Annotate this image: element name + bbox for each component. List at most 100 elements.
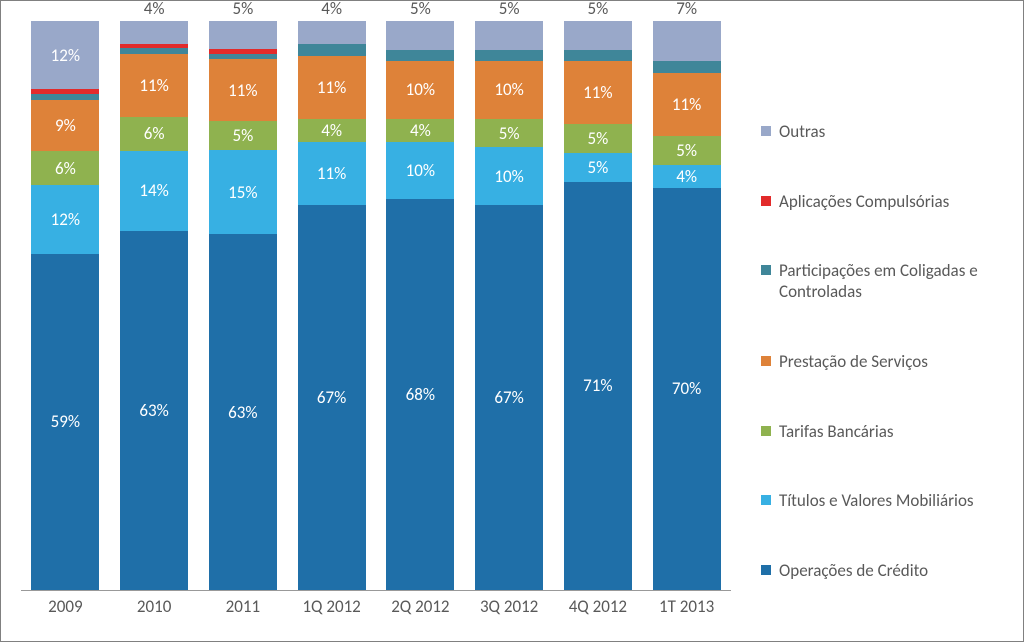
bar-segment-outras: 12% <box>31 21 99 89</box>
x-axis-label: 2010 <box>120 596 188 621</box>
bar-segment-operacoes_credito: 59% <box>31 254 99 590</box>
bar-segment-label: 9% <box>55 115 76 136</box>
legend-label: Tarifas Bancárias <box>779 421 894 442</box>
bar-segment-prestacao_servicos: 11% <box>653 73 721 136</box>
x-axis-label: 3Q 2012 <box>475 596 543 621</box>
bar-segment-label: 11% <box>583 82 612 103</box>
bar-segment-label: 68% <box>406 384 435 405</box>
bar-segment-label: 11% <box>139 75 168 96</box>
bar-segment-label: 5% <box>499 123 520 144</box>
bar-segment-label: 5% <box>676 140 697 161</box>
plot-area: 59%12%6%9%0%12%63%14%6%11%0%4%63%15%5%11… <box>21 21 731 591</box>
bar-segment-label: 7% <box>676 0 697 19</box>
bar-segment-outras: 5% <box>209 21 277 49</box>
bar-segment-tarifas_bancarias: 5% <box>209 121 277 149</box>
stacked-columns: 59%12%6%9%0%12%63%14%6%11%0%4%63%15%5%11… <box>21 21 731 590</box>
legend-swatch <box>761 356 771 366</box>
bar-column: 68% 10% 4% 10% 2%5% <box>386 21 454 590</box>
bar-segment-outras: 7% <box>653 21 721 61</box>
bar-segment-label: 70% <box>672 378 701 399</box>
legend-swatch <box>761 196 771 206</box>
bar-segment-prestacao_servicos: 10% <box>386 61 454 118</box>
legend-item-operacoes_credito: Operações de Crédito <box>761 560 1003 581</box>
bar-segment-aplicacoes_comp: 0% <box>209 49 277 54</box>
bar-segment-label: 10% <box>406 160 435 181</box>
bar-segment-label: 67% <box>317 387 346 408</box>
bar-segment-outras: 5% <box>564 21 632 50</box>
bar-segment-outras: 5% <box>475 21 543 50</box>
bar-segment-operacoes_credito: 68% <box>386 199 454 590</box>
bar-segment-participacoes <box>120 48 188 54</box>
bar-segment-participacoes: 2% <box>653 61 721 72</box>
bar-segment-label: 12% <box>51 209 80 230</box>
bar-segment-prestacao_servicos: 11% <box>209 59 277 121</box>
legend-item-titulos_valores: Títulos e Valores Mobiliários <box>761 490 1003 511</box>
bar-segment-titulos_valores: 15% <box>209 150 277 235</box>
bar-segment-label: 4% <box>321 0 342 19</box>
bar-segment-label: 59% <box>51 411 80 432</box>
bar-segment-outras: 5% <box>386 21 454 50</box>
bar-segment-aplicacoes_comp: 0% <box>120 44 188 49</box>
bar-segment-label: 5% <box>587 157 608 178</box>
legend-swatch <box>761 426 771 436</box>
bar-segment-label: 4% <box>321 120 342 141</box>
x-axis-label: 1T 2013 <box>653 596 721 621</box>
bar-segment-titulos_valores: 11% <box>298 142 366 205</box>
legend-item-participacoes: Participações em Coligadas e Controladas <box>761 260 1003 303</box>
bar-segment-prestacao_servicos: 10% <box>475 61 543 118</box>
bar-segment-label: 67% <box>494 387 523 408</box>
bar-segment-participacoes: 2% <box>386 50 454 61</box>
bar-segment-operacoes_credito: 71% <box>564 182 632 590</box>
x-axis-label: 4Q 2012 <box>564 596 632 621</box>
bar-segment-prestacao_servicos: 11% <box>298 56 366 119</box>
bar-segment-operacoes_credito: 67% <box>298 205 366 590</box>
bar-segment-tarifas_bancarias: 4% <box>298 119 366 142</box>
bar-segment-label: 11% <box>317 163 346 184</box>
bar-segment-label: 11% <box>228 80 257 101</box>
bar-segment-label: 71% <box>583 375 612 396</box>
x-axis-label: 2Q 2012 <box>386 596 454 621</box>
bar-segment-label: 10% <box>494 79 523 100</box>
bar-segment-label: 5% <box>587 0 608 19</box>
bar-segment-label: 4% <box>144 0 165 19</box>
legend-label: Títulos e Valores Mobiliários <box>779 490 974 511</box>
bar-segment-label: 5% <box>232 0 253 19</box>
bar-segment-label: 4% <box>410 120 431 141</box>
chart-frame: 59%12%6%9%0%12%63%14%6%11%0%4%63%15%5%11… <box>0 0 1024 642</box>
bar-segment-titulos_valores: 12% <box>31 185 99 253</box>
bar-segment-label: 5% <box>232 125 253 146</box>
bar-segment-label: 5% <box>410 0 431 19</box>
bar-segment-label: 5% <box>499 0 520 19</box>
bar-segment-prestacao_servicos: 9% <box>31 100 99 151</box>
bar-segment-label: 14% <box>139 180 168 201</box>
bar-segment-operacoes_credito: 67% <box>475 205 543 590</box>
legend-item-outras: Outras <box>761 121 1003 142</box>
bar-segment-outras: 4% <box>120 21 188 44</box>
bar-segment-tarifas_bancarias: 6% <box>31 151 99 185</box>
bar-segment-tarifas_bancarias: 6% <box>120 117 188 151</box>
bar-segment-titulos_valores: 14% <box>120 151 188 231</box>
bar-segment-titulos_valores: 10% <box>386 142 454 199</box>
legend-label: Aplicações Compulsórias <box>779 191 949 212</box>
bar-segment-operacoes_credito: 70% <box>653 188 721 590</box>
legend-swatch <box>761 565 771 575</box>
bar-segment-titulos_valores: 4% <box>653 165 721 188</box>
legend-label: Participações em Coligadas e Controladas <box>779 260 1003 303</box>
bar-segment-label: 4% <box>676 166 697 187</box>
bar-segment-operacoes_credito: 63% <box>209 234 277 590</box>
bar-segment-participacoes: 2% <box>564 50 632 61</box>
bar-segment-label: 10% <box>406 79 435 100</box>
bar-segment-tarifas_bancarias: 5% <box>475 119 543 148</box>
bar-segment-label: 15% <box>228 182 257 203</box>
legend-item-tarifas_bancarias: Tarifas Bancárias <box>761 421 1003 442</box>
legend-swatch <box>761 495 771 505</box>
legend-label: Operações de Crédito <box>779 560 928 581</box>
legend-item-prestacao_servicos: Prestação de Serviços <box>761 351 1003 372</box>
bar-segment-titulos_valores: 10% <box>475 147 543 204</box>
legend-item-aplicacoes_comp: Aplicações Compulsórias <box>761 191 1003 212</box>
legend-swatch <box>761 126 771 136</box>
bar-column: 67%10%5%10%2%5% <box>475 21 543 590</box>
bar-segment-label: 63% <box>228 402 257 423</box>
legend-label: Outras <box>779 121 825 142</box>
bar-segment-prestacao_servicos: 11% <box>120 54 188 117</box>
